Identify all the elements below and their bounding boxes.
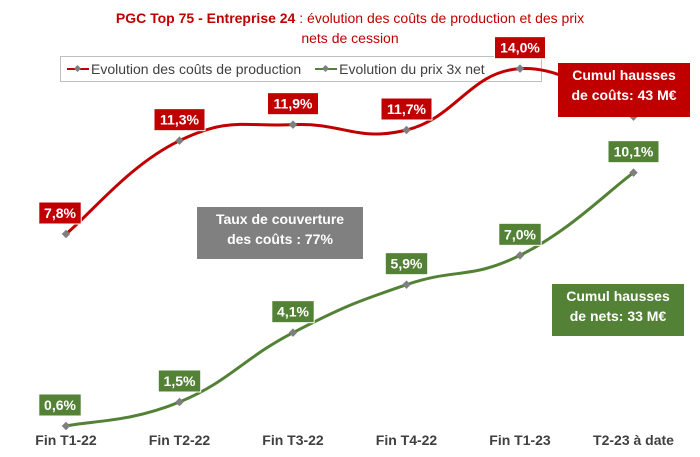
series-1-data-label-box-2 <box>271 300 315 324</box>
series-0-point-3 <box>402 125 411 135</box>
series-1-data-label-box-5 <box>607 140 660 164</box>
annotation-taux-line1: Taux de couverture <box>215 211 345 227</box>
series-0-data-label-text-2: 11,9% <box>274 96 313 112</box>
title-line2: nets de cession <box>301 30 399 46</box>
series-1-point-0 <box>61 421 71 431</box>
legend-item-couts: Evolution des coûts de production <box>67 61 301 77</box>
series-line-0 <box>65 67 635 236</box>
x-tick-label-5: T2-23 à date <box>593 432 674 448</box>
series-1-data-label-5: 10,1% <box>607 140 660 164</box>
annotation-taux-couverture: Taux de couverture des coûts : 77% <box>197 207 363 259</box>
annotation-cumul-nets-line1: Cumul hausses <box>566 288 670 304</box>
series-1-data-label-box-4 <box>498 222 542 246</box>
series-1-data-label-box-0 <box>38 393 82 417</box>
legend-item-prix: Evolution du prix 3x net <box>315 61 485 77</box>
series-0-data-label-text-4: 14,0% <box>500 40 540 56</box>
series-1-data-label-4: 7,0% <box>498 222 542 246</box>
series-1-data-label-text-4: 7,0% <box>504 226 536 242</box>
series-1-data-label-2: 4,1% <box>271 300 315 324</box>
legend-swatch-prix <box>315 64 338 74</box>
series-1-data-label-box-1 <box>157 369 202 393</box>
series-0-data-label-text-3: 11,7% <box>387 101 426 117</box>
series-0-point-1 <box>175 136 184 145</box>
chart-legend: Evolution des coûts de production Evolut… <box>60 56 542 82</box>
series-0-data-label-4: 14,0% <box>494 36 546 60</box>
x-tick-label-3: Fin T4-22 <box>376 432 438 448</box>
series-1-data-label-0: 0,6% <box>38 393 82 417</box>
series-1-point-3 <box>402 280 411 289</box>
annotation-cumul-nets-line2: de nets: 33 M€ <box>569 308 667 324</box>
series-0-data-label-0: 7,8% <box>38 201 82 225</box>
series-0-data-label-2: 11,9% <box>267 92 319 116</box>
annotation-taux-line2: des coûts : 77% <box>227 231 333 247</box>
series-0-data-label-3: 11,7% <box>380 97 433 121</box>
series-0-data-label-text-1: 11,3% <box>160 112 199 128</box>
annotation-cumul-couts-line2: de coûts: 43 M€ <box>571 87 677 103</box>
legend-label-prix: Evolution du prix 3x net <box>339 61 485 77</box>
series-1-data-label-text-1: 1,5% <box>164 373 196 389</box>
legend-swatch-couts <box>67 64 89 74</box>
title-part1: PGC Top 75 - Entreprise 24 <box>115 10 296 26</box>
x-tick-label-0: Fin T1-22 <box>35 432 97 448</box>
series-1-data-label-box-3 <box>384 252 429 276</box>
series-0-data-label-box-2 <box>267 92 319 116</box>
legend-label-couts: Evolution des coûts de production <box>91 61 302 77</box>
series-0-point-4 <box>515 64 525 73</box>
series-0-data-label-1: 11,3% <box>153 108 206 132</box>
annotation-cumul-couts-line1: Cumul hausses <box>572 67 676 83</box>
series-1-data-label-text-5: 10,1% <box>614 144 654 160</box>
x-tick-label-4: Fin T1-23 <box>489 432 551 448</box>
series-0-data-label-text-0: 7,8% <box>44 205 76 221</box>
series-0-point-0 <box>61 229 71 239</box>
series-0-data-label-box-0 <box>38 201 82 225</box>
series-0-data-label-box-3 <box>380 97 433 121</box>
series-1-data-label-3: 5,9% <box>384 252 429 276</box>
annotation-cumul-nets: Cumul hausses de nets: 33 M€ <box>552 284 684 336</box>
series-1-data-label-text-2: 4,1% <box>277 304 309 320</box>
annotation-cumul-couts: Cumul hausses de coûts: 43 M€ <box>558 63 690 117</box>
series-0-data-label-box-1 <box>153 108 206 132</box>
series-1-data-label-text-0: 0,6% <box>44 397 76 413</box>
series-1-data-label-1: 1,5% <box>157 369 202 393</box>
series-1-data-label-text-3: 5,9% <box>391 256 423 272</box>
series-0-data-label-box-4 <box>494 36 546 60</box>
chart-title: PGC Top 75 - Entreprise 24 : évolution d… <box>0 8 700 48</box>
x-tick-label-1: Fin T2-22 <box>149 432 211 448</box>
x-tick-label-2: Fin T3-22 <box>262 432 324 448</box>
series-1-point-1 <box>175 397 184 407</box>
title-part2: : évolution des coûts de production et d… <box>295 10 585 26</box>
series-1-point-2 <box>288 328 298 337</box>
series-0-point-2 <box>288 120 298 129</box>
